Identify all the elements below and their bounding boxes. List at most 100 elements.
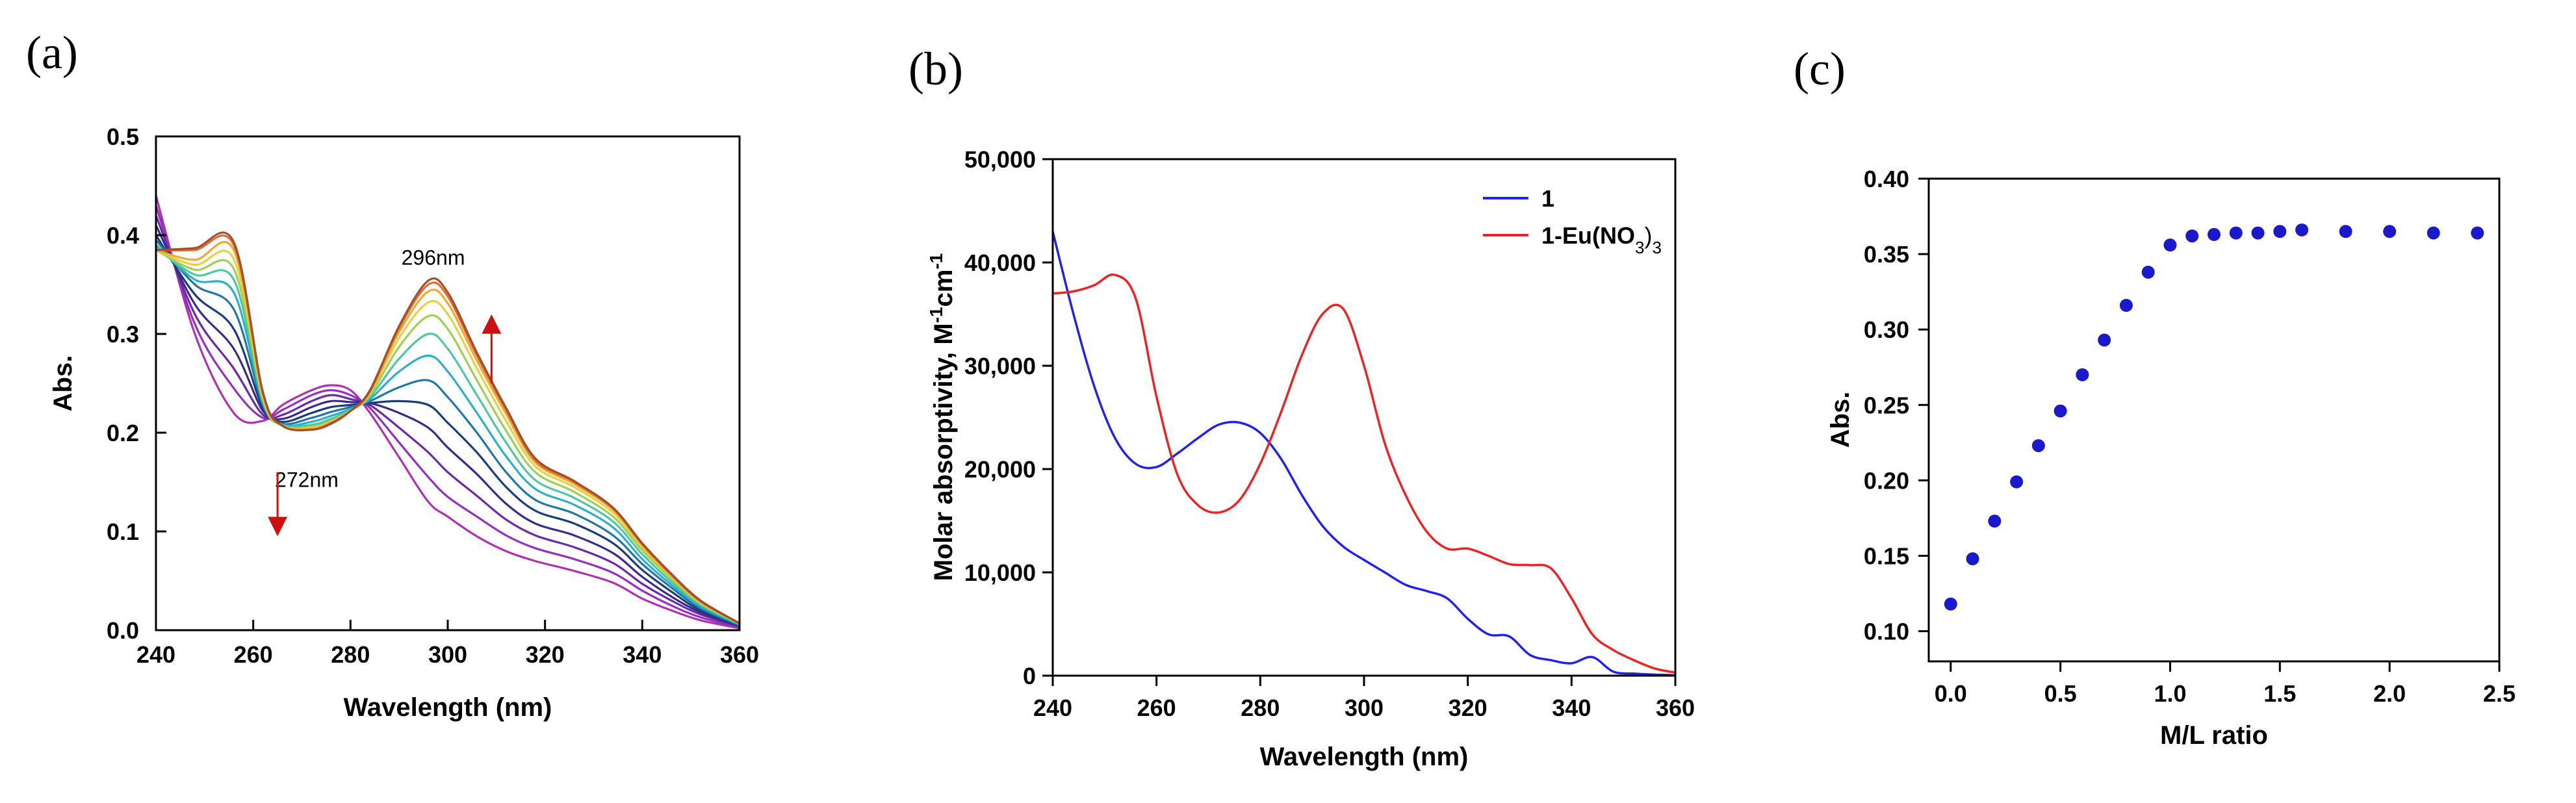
chart-a-series-line	[155, 235, 740, 626]
chart-c-ytick-label: 0.30	[1864, 316, 1909, 343]
chart-b-xtick-label: 360	[1656, 695, 1695, 721]
chart-b-series-line-complex	[1052, 273, 1676, 674]
legend-label-complex-end: )	[1644, 222, 1652, 249]
chart-b-frame	[1051, 158, 1677, 677]
chart-a-ytick-label: 0.0	[107, 617, 139, 644]
legend-label-complex-sub: 3	[1635, 238, 1644, 257]
chart-b-xtick-label: 240	[1033, 695, 1072, 721]
chart-b-ylabel: Molar absorptivity, M-1cm-1	[926, 253, 959, 581]
chart-a-xtick-label: 280	[331, 641, 370, 668]
chart-c-point	[1944, 597, 1957, 611]
legend-label-complex-main: 1-Eu(NO	[1541, 222, 1635, 249]
chart-b-ylabel-main: Molar absorptivity, M	[929, 323, 958, 581]
chart-a-ytick-label: 0.2	[107, 420, 139, 446]
chart-a-annotation-label: 272nm	[275, 468, 339, 492]
chart-c-point	[2119, 299, 2133, 312]
chart-b-ylabel-sup1: -1	[926, 307, 946, 323]
chart-c-point	[2273, 225, 2287, 238]
panel-label-c: (c)	[1794, 43, 1846, 95]
chart-a-xtick-label: 360	[720, 641, 759, 668]
chart-c-point	[2076, 368, 2089, 381]
chart-b: 240 260 280 300 320 340 360 0 10,000 20,000 30,000…	[926, 146, 1695, 771]
chart-c-point	[1966, 552, 1979, 566]
chart-c-ytick-label: 0.15	[1864, 542, 1909, 569]
chart-a-series-line	[155, 239, 740, 626]
chart-c-ytick-label: 0.40	[1864, 166, 1909, 192]
legend-label-ligand: 1	[1541, 185, 1554, 212]
chart-c-xtick-label: 0.5	[2044, 680, 2077, 707]
chart-c-ytick-label: 0.25	[1864, 392, 1909, 418]
chart-c-point	[2010, 475, 2024, 489]
chart-a-xtick-label: 260	[234, 641, 273, 668]
chart-c-axes: 0.0 0.5 1.0 1.5 2.0 2.5 0.10 0.15 0.20 0.25 0.30 0.…	[1864, 166, 2516, 707]
chart-b-axes: 240 260 280 300 320 340 360 0 10,000 20,000 30,000…	[964, 146, 1695, 721]
chart-b-ytick-label: 10,000	[964, 559, 1036, 586]
chart-c-ytick-label: 0.35	[1864, 241, 1909, 268]
chart-b-ylabel-mid: cm	[929, 270, 958, 307]
chart-a-xlabel: Wavelength (nm)	[344, 693, 552, 722]
legend-label-complex-sub2: 3	[1652, 238, 1661, 257]
chart-a-ytick-label: 0.5	[107, 123, 139, 150]
chart-a-annotations: 296nm 272nm	[268, 246, 502, 537]
chart-c-point	[2031, 439, 2045, 452]
legend-label-complex: 1-Eu(NO3)3	[1541, 222, 1662, 257]
panel-label-a: (a)	[26, 27, 78, 79]
chart-b-ytick-label: 40,000	[964, 249, 1036, 276]
chart-c-xtick-label: 0.0	[1935, 680, 1967, 707]
chart-a-series-line	[155, 215, 740, 628]
chart-c-ytick-label: 0.20	[1864, 467, 1909, 494]
chart-c-xlabel: M/L ratio	[2160, 721, 2268, 750]
chart-a-ytick-label: 0.1	[107, 518, 139, 545]
chart-c-point	[2251, 226, 2265, 240]
chart-c-xtick-label: 1.0	[2154, 680, 2186, 707]
chart-a-series-line	[155, 195, 740, 630]
chart-c-point	[2185, 229, 2199, 243]
chart-b-ytick-label: 0	[1023, 663, 1036, 689]
chart-c-ytick-label: 0.10	[1864, 618, 1909, 645]
chart-c-point	[2098, 333, 2111, 347]
chart-a-series-line	[155, 231, 740, 624]
chart-c-point	[2339, 225, 2352, 238]
chart-b-ytick-label: 20,000	[964, 456, 1036, 483]
chart-a-series-group	[155, 195, 740, 630]
chart-c-point	[2141, 265, 2155, 279]
chart-c-xtick-label: 2.5	[2483, 680, 2516, 707]
chart-c-point	[2208, 227, 2221, 241]
chart-b-xtick-label: 320	[1449, 695, 1488, 721]
chart-c-point	[2383, 225, 2397, 238]
chart-a-ytick-label: 0.4	[107, 222, 139, 249]
chart-c-frame	[1927, 177, 2501, 663]
chart-c-ylabel: Abs.	[1826, 392, 1855, 448]
chart-c-point	[2054, 404, 2067, 418]
chart-b-series-line-ligand	[1051, 231, 1676, 676]
chart-c-points	[1944, 223, 2484, 611]
chart-a-xtick-label: 320	[526, 641, 565, 668]
chart-a-annotation-label: 296nm	[402, 246, 465, 270]
chart-a-ytick-label: 0.3	[107, 321, 139, 348]
chart-c-xtick-label: 1.5	[2263, 680, 2296, 707]
chart-c: 0.0 0.5 1.0 1.5 2.0 2.5 0.10 0.15 0.20 0.25 0.30 0.…	[1826, 166, 2516, 750]
chart-a-xtick-label: 300	[428, 641, 467, 668]
chart-b-ylabel-sup2: -1	[926, 253, 946, 270]
chart-c-xtick-label: 2.0	[2373, 680, 2406, 707]
chart-c-point	[2163, 238, 2177, 252]
chart-a-series-line	[155, 225, 740, 628]
chart-c-point	[2471, 226, 2484, 240]
chart-a-ylabel: Abs.	[49, 355, 77, 412]
chart-c-point	[2295, 223, 2309, 236]
chart-b-xtick-label: 280	[1241, 695, 1280, 721]
chart-c-point	[2427, 226, 2440, 240]
chart-b-xtick-label: 300	[1345, 695, 1384, 721]
panel-label-b: (b)	[908, 43, 963, 95]
chart-b-legend: 1 1-Eu(NO3)3	[1483, 185, 1662, 257]
chart-a-axes: 240 260 280 300 320 340 360 0.0 0.1 0.2 0.3 0.4 0.5	[107, 123, 759, 668]
chart-c-point	[1988, 515, 2002, 528]
chart-b-series-group	[1051, 231, 1676, 676]
chart-a-series-line	[155, 205, 740, 628]
chart-a-xtick-label: 340	[623, 641, 662, 668]
chart-a-xtick-label: 240	[136, 641, 175, 668]
chart-a: 240 260 280 300 320 340 3600.00.10.20.30.40.5 …	[49, 123, 759, 722]
chart-b-xtick-label: 260	[1137, 695, 1176, 721]
chart-b-xlabel: Wavelength (nm)	[1260, 743, 1469, 771]
